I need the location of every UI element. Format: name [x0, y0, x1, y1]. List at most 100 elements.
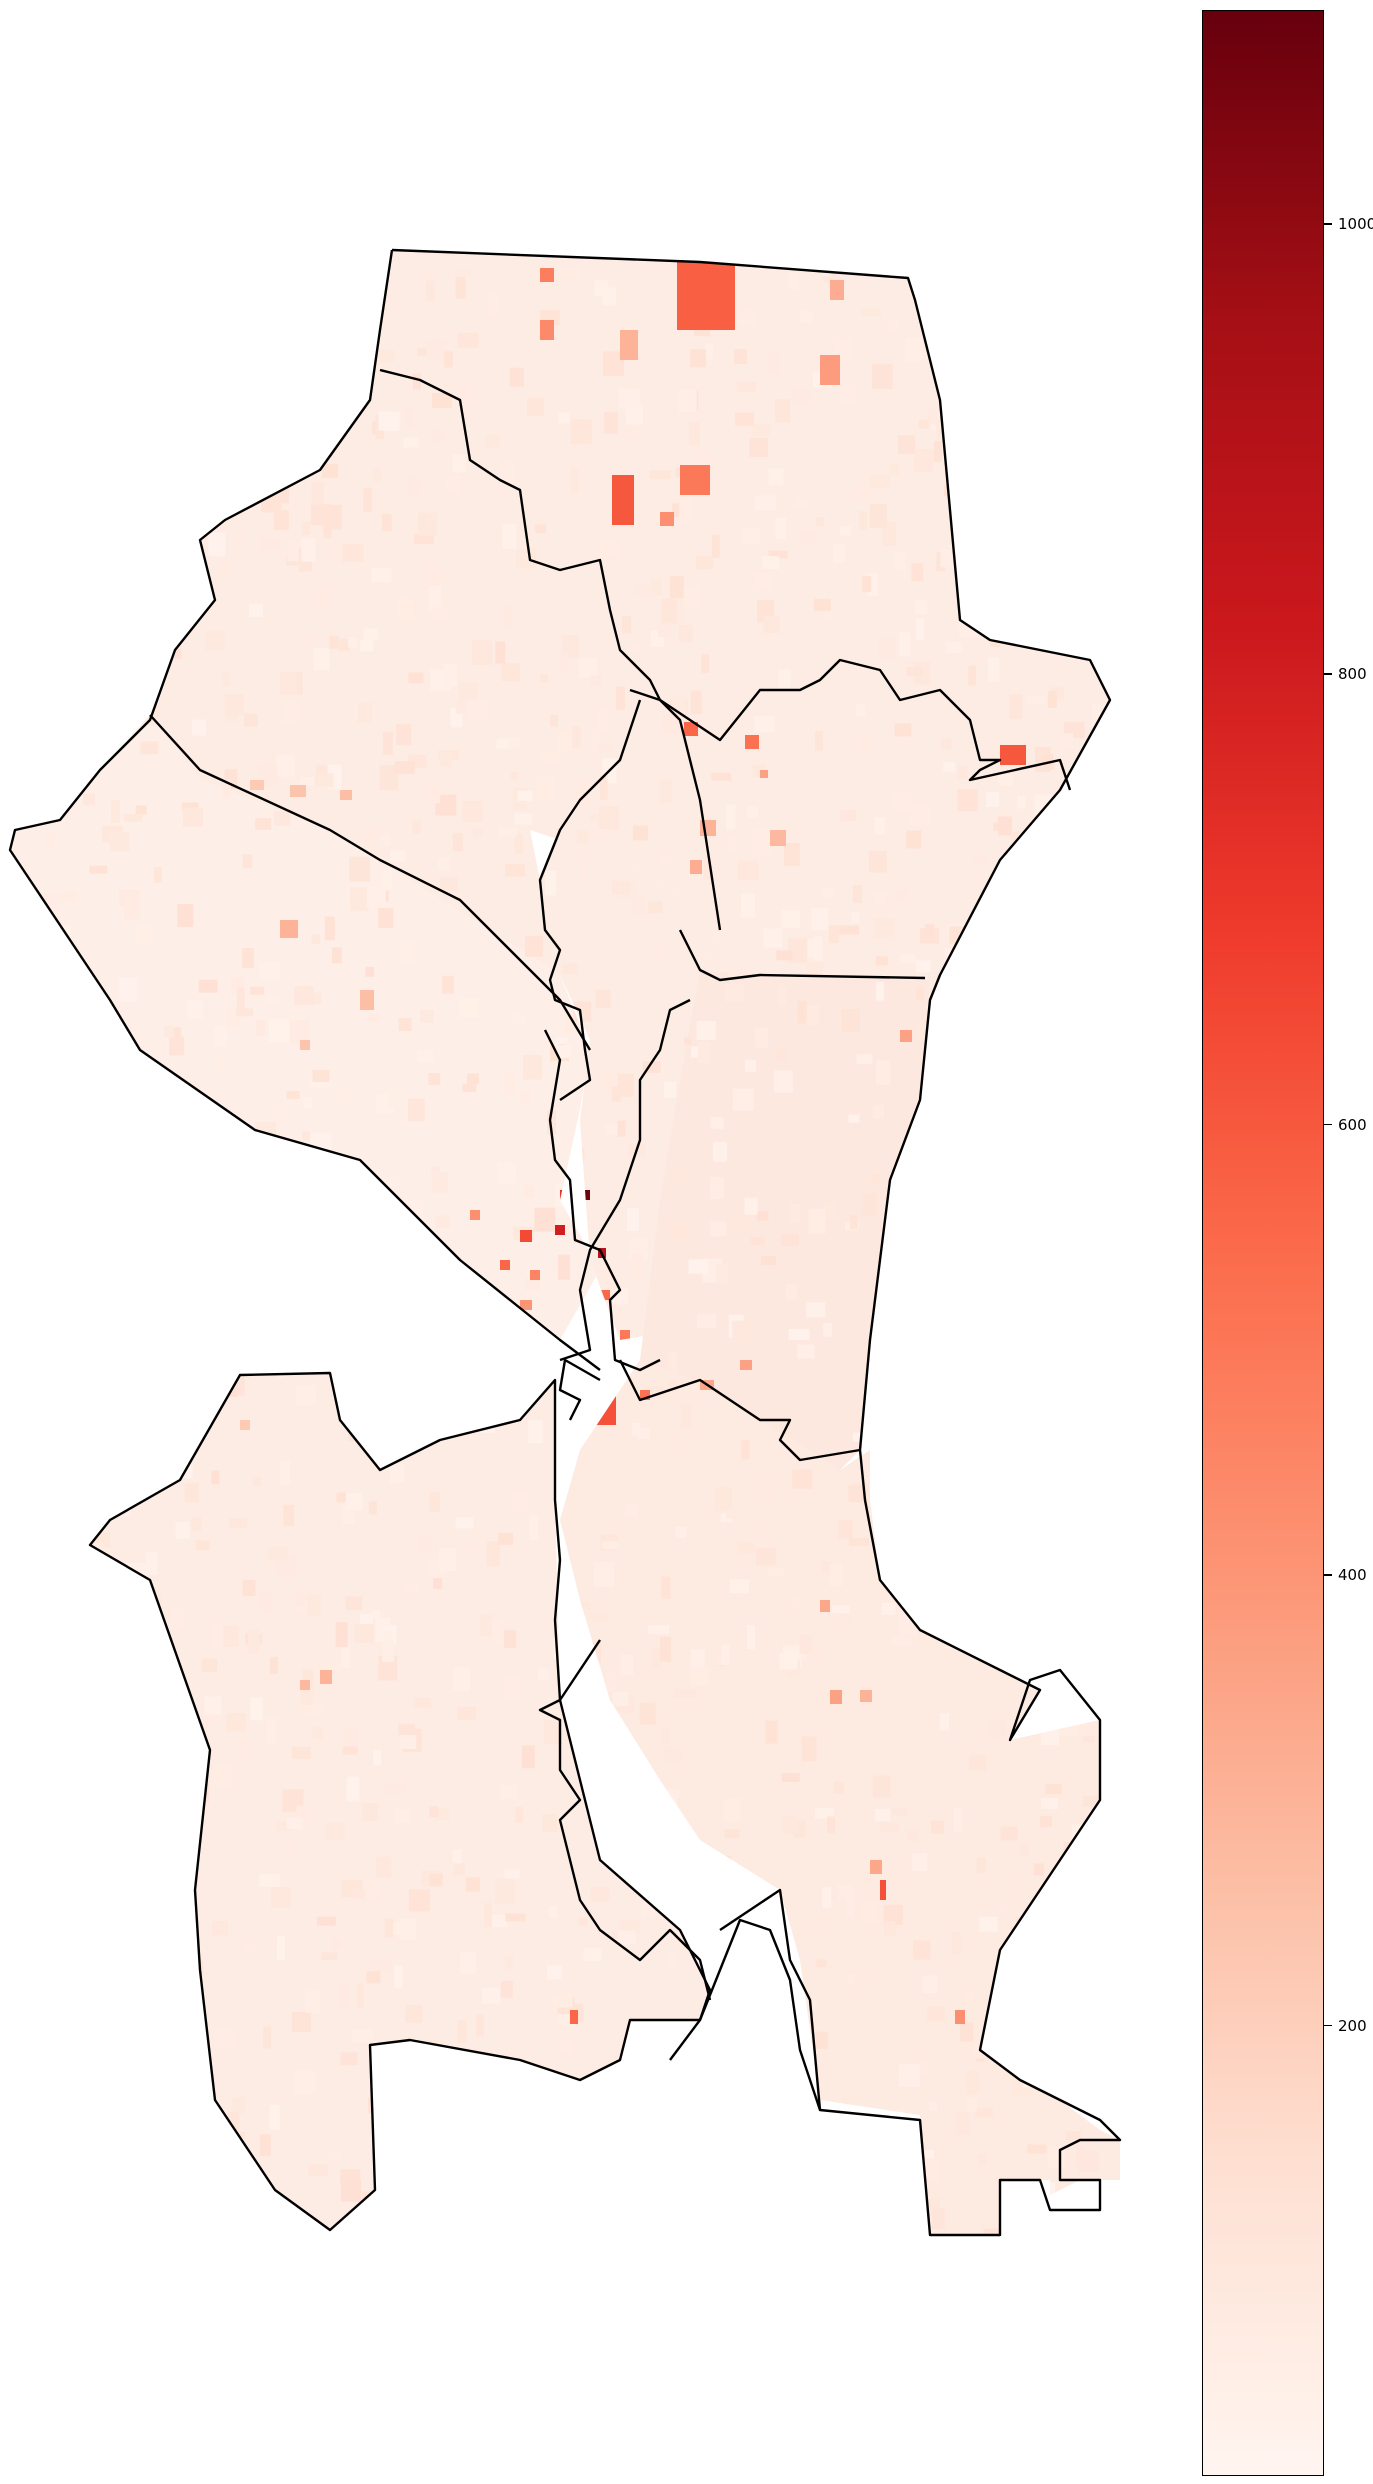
census-block — [326, 545, 341, 554]
census-block — [1062, 1912, 1076, 1924]
census-block — [727, 836, 738, 852]
census-block — [187, 567, 200, 584]
census-block — [749, 438, 769, 457]
census-block — [778, 669, 791, 688]
hotspot-block — [677, 258, 735, 330]
census-block — [690, 1649, 705, 1670]
census-block — [747, 806, 759, 818]
colorbar-tick-mark — [1324, 2024, 1332, 2027]
census-block — [946, 1537, 958, 1559]
census-block — [954, 404, 973, 413]
district-southeast — [560, 1360, 1120, 2235]
census-block — [730, 1579, 749, 1594]
census-block — [367, 1013, 381, 1023]
census-block — [1076, 2145, 1084, 2168]
census-block — [1044, 1323, 1066, 1338]
census-block — [545, 870, 556, 896]
census-block — [765, 1720, 778, 1744]
census-block — [1107, 1226, 1120, 1252]
census-block — [276, 344, 285, 369]
census-block — [491, 2143, 510, 2169]
census-block — [383, 870, 392, 890]
census-block — [918, 1140, 930, 1153]
hotspot-block — [340, 790, 352, 800]
census-block — [1044, 1181, 1055, 1203]
census-block — [587, 1640, 602, 1663]
census-block — [399, 1735, 417, 1750]
census-block — [807, 1005, 819, 1026]
census-block — [1100, 1804, 1118, 1828]
census-block — [382, 731, 393, 755]
census-block — [892, 1185, 913, 1205]
census-block — [311, 934, 321, 945]
census-block — [107, 1595, 116, 1612]
census-block — [907, 2205, 929, 2218]
census-block — [696, 451, 715, 468]
census-block — [1041, 1316, 1051, 1334]
census-block — [544, 1720, 562, 1745]
hotspot-block — [740, 1360, 752, 1370]
census-block — [1009, 1881, 1023, 1893]
boundary-south-west-outer — [88, 1371, 712, 2232]
census-block — [472, 828, 483, 838]
census-block — [535, 524, 547, 534]
census-block — [502, 1677, 521, 1701]
census-block — [617, 1120, 626, 1137]
census-block — [756, 1210, 769, 1221]
census-block — [128, 1937, 141, 1963]
census-block — [1087, 428, 1104, 449]
census-block — [736, 1875, 747, 1891]
census-block — [810, 2000, 819, 2010]
census-block — [312, 1726, 324, 1739]
census-block — [378, 349, 395, 363]
hotspot-block — [300, 1680, 310, 1690]
census-block — [538, 2151, 553, 2165]
census-block — [1107, 2189, 1120, 2213]
census-block — [78, 2077, 87, 2102]
census-block — [255, 1019, 266, 1036]
census-block — [291, 1746, 311, 1759]
census-block — [869, 1464, 879, 1480]
census-block — [513, 2109, 531, 2118]
census-block — [1026, 696, 1045, 705]
census-block — [1093, 1674, 1107, 1698]
census-block — [616, 2170, 632, 2193]
census-block — [184, 1483, 199, 1503]
census-block — [631, 2116, 653, 2130]
hotspot-block — [880, 1880, 886, 1900]
census-block — [946, 471, 968, 493]
census-block — [487, 293, 499, 317]
census-block — [379, 765, 399, 791]
census-block — [395, 1809, 411, 1823]
census-block — [557, 1045, 571, 1059]
census-block — [43, 2150, 60, 2173]
census-block — [271, 1887, 291, 1909]
census-block — [48, 1645, 67, 1667]
census-block — [211, 1921, 229, 1936]
census-block — [742, 528, 760, 545]
census-block — [363, 488, 373, 513]
census-block — [1054, 1534, 1070, 1555]
census-block — [590, 675, 602, 687]
census-block — [58, 890, 78, 903]
census-block — [109, 832, 130, 852]
census-block — [500, 1376, 515, 1387]
census-block — [224, 1311, 234, 1329]
census-block — [384, 1426, 396, 1448]
census-block — [528, 1420, 543, 1444]
census-block — [711, 772, 732, 781]
census-block — [906, 1423, 917, 1449]
census-block — [329, 504, 342, 530]
census-block — [944, 1622, 963, 1637]
census-block — [599, 2224, 621, 2235]
census-block — [678, 625, 693, 643]
census-block — [916, 1430, 935, 1442]
census-block — [187, 292, 196, 312]
census-block — [331, 947, 342, 964]
census-block — [1000, 1826, 1018, 1841]
census-block — [217, 1052, 225, 1071]
census-block — [173, 1673, 183, 1695]
census-block — [307, 2163, 329, 2176]
census-block — [629, 643, 642, 652]
census-block — [1037, 1396, 1047, 1416]
